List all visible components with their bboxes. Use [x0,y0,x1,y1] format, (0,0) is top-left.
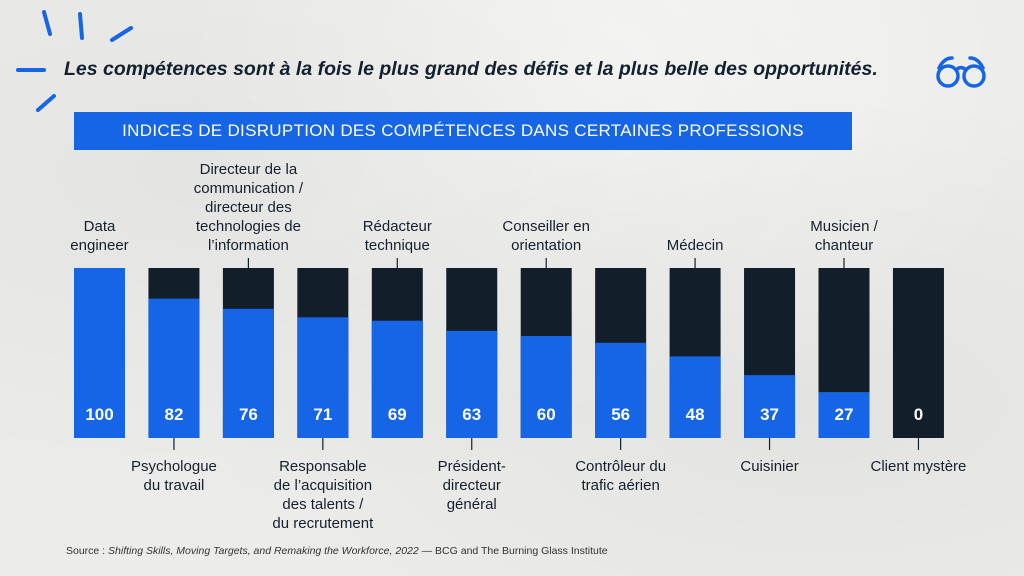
category-label: Musicien / [810,218,878,235]
bar-value-label: 69 [388,405,407,424]
bar-value-label: 76 [239,405,258,424]
burst-lines-decoration [16,10,133,112]
category-label: Client mystère [871,458,967,475]
bar [818,392,870,438]
bar [371,320,423,438]
category-label: Conseiller en [502,218,590,235]
disruption-bar-chart: 100 Data engineer 82 Psychologue du travail 76… [70,161,967,532]
bar-remainder [892,268,944,438]
category-label: du recrutement [272,515,374,532]
category-label: général [447,496,497,513]
category-label: de l’acquisition [274,477,372,494]
category-label: l’information [208,237,289,254]
category-label: des talents / [282,496,364,513]
category-label: Cuisinier [740,458,798,475]
category-label: Psychologue [131,458,217,475]
bar [148,298,200,438]
bar [297,317,349,438]
glasses-icon [936,56,986,88]
burst-line [78,12,84,40]
source-title: Shifting Skills, Moving Targets, and Rem… [108,545,419,557]
category-label: du travail [144,477,205,494]
bar [222,308,274,438]
category-label: Président- [438,458,506,475]
bar-value-label: 37 [760,405,779,424]
bar [595,342,647,438]
bar-value-label: 82 [164,405,183,424]
burst-line [36,94,56,112]
category-label: Responsable [279,458,367,475]
category-label: orientation [511,237,581,254]
bar-value-label: 60 [537,405,556,424]
bar-value-label: 48 [686,405,705,424]
category-label: technique [365,237,430,254]
category-label: Data [84,218,116,235]
category-label: chanteur [815,237,873,254]
chart-title-banner: INDICES DE DISRUPTION DES COMPÉTENCES DA… [74,112,852,150]
bar-value-label: 63 [462,405,481,424]
headline: Les compétences sont à la fois le plus g… [64,58,878,80]
category-label: technologies de [196,218,301,235]
category-label: communication / [194,180,304,197]
category-label: trafic aérien [581,477,659,494]
bar [520,336,572,438]
burst-line [42,10,52,36]
category-label: Rédacteur [363,218,432,235]
bar-value-label: 56 [611,405,630,424]
bar [446,330,498,438]
category-label: Médecin [667,237,724,254]
bar [744,375,796,438]
bar-value-label: 0 [914,405,923,424]
bar [669,356,721,438]
category-label: engineer [70,237,128,254]
bar-value-label: 71 [313,405,332,424]
category-label: directeur [443,477,501,494]
source-suffix: — BCG and The Burning Glass Institute [418,545,608,557]
bar [74,268,125,438]
category-label: directeur des [205,199,292,216]
category-label: Directeur de la [200,161,298,178]
source-note: Source : Shifting Skills, Moving Targets… [66,545,608,557]
bar-value-label: 27 [835,405,854,424]
burst-line [110,26,133,42]
bar-value-label: 100 [85,405,113,424]
source-prefix: Source : [66,545,109,557]
category-label: Contrôleur du [575,458,666,475]
